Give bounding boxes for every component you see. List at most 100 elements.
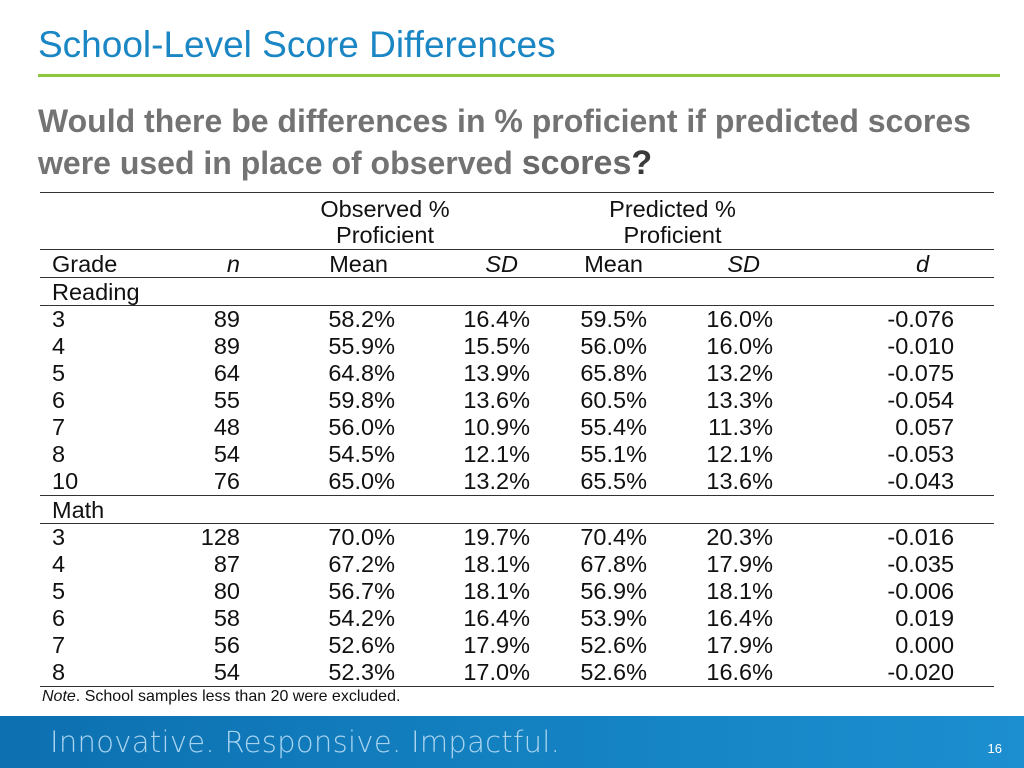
- page-number: 16: [987, 741, 1002, 756]
- cell-n: 128: [200, 524, 240, 550]
- cell-n: 54: [160, 659, 240, 687]
- cell-grade: 6: [52, 387, 66, 413]
- cell-pred-mean: 59.5%: [580, 306, 647, 332]
- note-label: Note: [42, 688, 76, 705]
- cell-obs-sd: 19.7%: [463, 524, 530, 550]
- cell-pred-mean: 60.5%: [580, 387, 647, 413]
- cell-obs-mean: 55.9%: [328, 333, 395, 359]
- cell-pred-sd: 13.6%: [706, 468, 774, 494]
- cell-obs-sd: 13.6%: [463, 387, 530, 413]
- cell-d: -0.035: [887, 551, 955, 577]
- footer-tagline: Innovative. Responsive. Impactful.: [50, 725, 561, 759]
- cell-pred-mean: 65.8%: [580, 360, 647, 386]
- cell-obs-sd: 10.9%: [463, 414, 530, 440]
- cell-grade: 4: [52, 551, 66, 577]
- cell-grade: 7: [52, 632, 66, 658]
- section-label: Reading: [52, 278, 140, 305]
- cell-pred-sd: 12.1%: [706, 441, 774, 467]
- cell-pred-sd: 18.1%: [706, 578, 774, 604]
- cell-grade: 3: [52, 524, 66, 550]
- table-row: 8 54 52.3% 17.0% 52.6% 16.6% -0.020: [40, 659, 995, 687]
- cell-pred-mean: 67.8%: [580, 551, 647, 577]
- table-row: 6 58 54.2% 16.4% 53.9% 16.4% 0.019: [40, 605, 994, 632]
- col-header-observed-sd: SD: [485, 250, 518, 277]
- cell-n: 89: [213, 306, 240, 332]
- cell-pred-mean: 56.0%: [580, 333, 647, 359]
- table-row: 8 54 54.5% 12.1% 55.1% 12.1% -0.053: [40, 441, 994, 468]
- group-header-row-2: Proficient Proficient: [40, 222, 994, 250]
- cell-obs-sd: 18.1%: [463, 578, 530, 604]
- table-note: Note. School samples less than 20 were e…: [42, 688, 400, 706]
- col-header-d: d: [915, 250, 930, 277]
- cell-n: 89: [213, 333, 240, 359]
- slide-title: School-Level Score Differences: [38, 24, 556, 65]
- cell-d: -0.006: [887, 578, 955, 604]
- table-row: 7 56 52.6% 17.9% 52.6% 17.9% 0.000: [40, 632, 994, 659]
- cell-obs-mean: 54.5%: [328, 441, 395, 467]
- group-header-row-1: Observed % Predicted %: [40, 192, 995, 223]
- col-header-predicted-sd: SD: [727, 250, 761, 277]
- cell-obs-mean: 65.0%: [328, 468, 395, 494]
- cell-pred-sd: 13.2%: [706, 360, 774, 386]
- table-row: 7 48 56.0% 10.9% 55.4% 11.3% 0.057: [40, 414, 994, 441]
- cell-obs-mean: 52.6%: [328, 632, 395, 658]
- cell-obs-mean: 67.2%: [328, 551, 395, 577]
- cell-d: -0.075: [887, 360, 955, 386]
- table-row: 3 89 58.2% 16.4% 59.5% 16.0% -0.076: [40, 306, 994, 334]
- cell-obs-mean: 58.2%: [328, 306, 395, 332]
- cell-pred-sd: 17.9%: [706, 551, 774, 577]
- cell-grade: 5: [52, 360, 66, 386]
- cell-obs-sd: 16.4%: [463, 306, 530, 332]
- cell-d: -0.043: [887, 468, 955, 494]
- title-divider: [38, 74, 1000, 77]
- question-text: Would there be differences in % proficie…: [38, 100, 978, 184]
- table-row: 5 80 56.7% 18.1% 56.9% 18.1% -0.006: [40, 578, 994, 605]
- cell-pred-sd: 16.4%: [706, 605, 774, 631]
- cell-d: 0.019: [895, 605, 955, 631]
- cell-obs-mean: 59.8%: [328, 387, 395, 413]
- cell-obs-mean: 70.0%: [328, 524, 395, 550]
- cell-pred-sd: 11.3%: [708, 414, 774, 440]
- col-header-observed-mean: Mean: [329, 250, 388, 277]
- cell-obs-sd: 13.2%: [463, 468, 530, 494]
- cell-obs-sd: 12.1%: [463, 441, 530, 467]
- cell-obs-mean: 54.2%: [328, 605, 395, 631]
- footer-bar: Innovative. Responsive. Impactful. 16: [0, 716, 1024, 768]
- cell-obs-sd: 18.1%: [463, 551, 530, 577]
- table-row: 5 64 64.8% 13.9% 65.8% 13.2% -0.075: [40, 360, 994, 387]
- proficiency-table: Observed % Predicted % Proficient Profic…: [40, 192, 995, 687]
- cell-pred-mean: 52.6%: [580, 632, 647, 658]
- cell-grade: 3: [52, 306, 66, 332]
- cell-grade: 7: [52, 414, 66, 440]
- section-label: Math: [52, 496, 105, 523]
- cell-n: 64: [213, 360, 240, 386]
- cell-pred-sd: 16.6%: [675, 659, 816, 687]
- cell-obs-sd: 15.5%: [463, 333, 530, 359]
- cell-d: -0.020: [815, 659, 995, 687]
- cell-d: -0.053: [887, 441, 955, 467]
- cell-grade: 8: [52, 441, 66, 467]
- table-row: 10 76 65.0% 13.2% 65.5% 13.6% -0.043: [40, 468, 994, 496]
- section-row-reading: Reading: [40, 278, 995, 306]
- cell-pred-sd: 17.9%: [706, 632, 774, 658]
- cell-n: 87: [213, 551, 240, 577]
- cell-pred-sd: 16.0%: [706, 333, 774, 359]
- col-header-predicted-mean: Mean: [584, 250, 643, 277]
- note-text: . School samples less than 20 were exclu…: [75, 688, 401, 705]
- proficiency-table-container: Observed % Predicted % Proficient Profic…: [40, 192, 995, 687]
- column-header-row: Grade n Mean SD Mean SD d: [40, 249, 995, 278]
- cell-d: 0.000: [895, 632, 955, 658]
- cell-pred-mean: 55.4%: [580, 414, 647, 440]
- cell-pred-mean: 65.5%: [580, 468, 647, 494]
- cell-d: -0.010: [887, 333, 955, 359]
- cell-obs-sd: 16.4%: [463, 605, 530, 631]
- cell-grade: 4: [52, 333, 66, 359]
- cell-pred-sd: 20.3%: [706, 524, 774, 550]
- cell-n: 54: [213, 441, 240, 467]
- cell-obs-sd: 17.9%: [463, 632, 530, 658]
- cell-grade: 6: [52, 605, 66, 631]
- section-row-math: Math: [40, 495, 995, 524]
- observed-group-subheader: Proficient: [336, 222, 434, 248]
- cell-pred-mean: 53.9%: [580, 605, 647, 631]
- cell-d: 0.057: [895, 414, 955, 440]
